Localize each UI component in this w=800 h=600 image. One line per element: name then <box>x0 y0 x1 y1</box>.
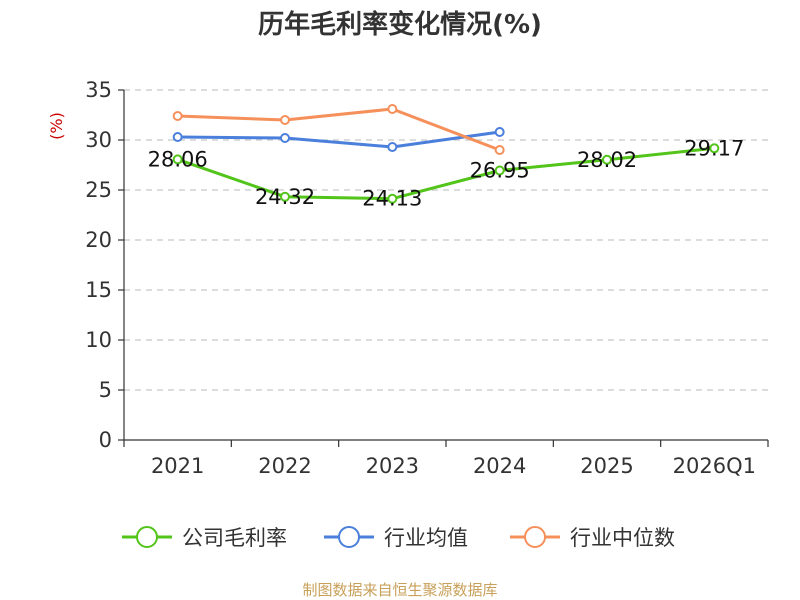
data-point <box>387 142 398 152</box>
x-tick-label: 2025 <box>580 454 633 478</box>
data-point <box>387 193 398 204</box>
data-point <box>709 143 720 154</box>
y-tick-label: 10 <box>85 328 112 352</box>
y-tick-label: 15 <box>85 278 112 302</box>
x-tick-label: 2022 <box>258 454 311 478</box>
series-0 <box>172 143 720 204</box>
legend-label: 行业中位数 <box>570 526 675 550</box>
chart-title: 历年毛利率变化情况(%) <box>258 9 542 40</box>
series-2 <box>172 104 505 155</box>
legend-label: 行业均值 <box>384 526 468 550</box>
legend-marker <box>136 526 158 548</box>
data-label: 28.06 <box>148 147 208 171</box>
y-axis-unit: (%) <box>47 112 66 140</box>
legend-marker <box>524 526 546 548</box>
data-point <box>172 132 183 142</box>
data-label: 24.13 <box>362 187 422 211</box>
x-axis: 2021 2022 2023 2024 2025 2026Q1 <box>123 439 769 478</box>
y-tick-label: 30 <box>85 128 112 152</box>
data-point <box>172 154 183 165</box>
data-point <box>387 104 398 114</box>
data-point <box>602 154 612 165</box>
y-tick-label: 25 <box>85 178 112 202</box>
x-tick-label: 2021 <box>151 454 204 478</box>
data-labels: 28.06 24.32 24.13 26.95 28.02 29.17 <box>148 136 745 210</box>
data-point <box>280 191 290 202</box>
data-point <box>172 111 183 121</box>
gridlines <box>124 89 768 391</box>
series-line <box>177 146 715 201</box>
y-tick-label: 35 <box>85 78 112 102</box>
data-point <box>494 127 505 137</box>
legend: 公司毛利率 行业均值 行业中位数 <box>122 526 675 550</box>
legend-marker <box>338 526 360 548</box>
data-label: 29.17 <box>684 136 744 160</box>
source-note: 制图数据来自恒生聚源数据库 <box>302 581 497 599</box>
y-axis: 0 5 10 15 20 25 30 35 <box>85 78 125 452</box>
data-point <box>280 115 290 125</box>
legend-label: 公司毛利率 <box>182 526 287 550</box>
y-tick-label: 20 <box>85 228 112 252</box>
series-group <box>172 104 720 204</box>
series-1 <box>172 127 505 152</box>
x-tick-label: 2023 <box>366 454 419 478</box>
data-label: 26.95 <box>470 159 530 183</box>
series-line <box>177 107 501 152</box>
data-point <box>280 133 290 143</box>
x-tick-label: 2026Q1 <box>673 454 756 478</box>
data-point <box>494 145 505 155</box>
y-tick-label: 0 <box>99 428 112 452</box>
data-label: 28.02 <box>577 148 637 172</box>
x-tick-label: 2024 <box>473 454 526 478</box>
y-tick-label: 5 <box>99 378 112 402</box>
series-line <box>177 130 500 149</box>
data-point <box>494 165 505 176</box>
data-label: 24.32 <box>255 185 315 209</box>
